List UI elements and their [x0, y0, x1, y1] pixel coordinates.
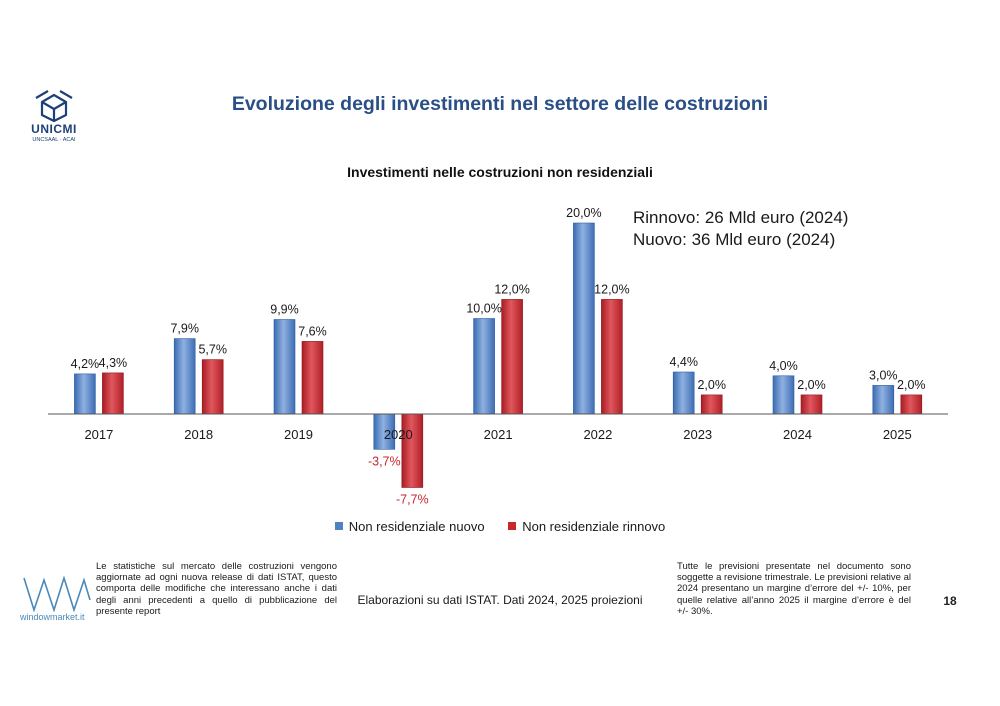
bar-rinnovo-2021 — [501, 299, 523, 415]
x-tick-label-2018: 2018 — [184, 427, 213, 442]
data-label-rinnovo-2023: 2,0% — [697, 378, 726, 392]
bar-nuovo-2023 — [672, 371, 695, 415]
logo-text: UNICMI — [31, 122, 77, 136]
legend-swatch-nuovo — [334, 522, 343, 530]
bar-rinnovo-2020 — [401, 413, 424, 488]
data-label-rinnovo-2020: -7,7% — [396, 493, 429, 507]
x-tick-label-2019: 2019 — [284, 427, 313, 442]
windowmarket-text: windowmarket.it — [20, 612, 85, 622]
legend-label-rinnovo: Non residenziale rinnovo — [522, 518, 666, 534]
x-tick-label-2020: 2020 — [384, 427, 413, 442]
windowmarket-logo — [23, 576, 91, 612]
x-tick-label-2022: 2022 — [583, 427, 612, 442]
bar-nuovo-2021 — [473, 318, 495, 415]
bar-nuovo-2024 — [772, 375, 795, 415]
bar-nuovo-2019 — [273, 319, 296, 415]
data-label-rinnovo-2025: 2,0% — [897, 378, 926, 392]
x-tick-label-2023: 2023 — [683, 427, 712, 442]
data-label-rinnovo-2024: 2,0% — [797, 378, 826, 392]
bar-rinnovo-2024 — [800, 394, 823, 415]
footer-note-left: Le statistiche sul mercato delle costruz… — [96, 561, 337, 617]
data-label-nuovo-2023: 4,4% — [669, 355, 698, 369]
bar-rinnovo-2023 — [700, 394, 723, 415]
legend-item-rinnovo: Non residenziale rinnovo — [508, 519, 665, 534]
unicmi-logo — [35, 90, 73, 122]
data-label-rinnovo-2021: 12,0% — [494, 282, 529, 296]
bar-chart: 4,2% 4,3% 2017 7,9% 5,7% 2018 9,9% 7,6% 2019 -3,7… — [48, 206, 948, 507]
data-label-nuovo-2024: 4,0% — [769, 359, 798, 373]
bar-nuovo-2022 — [573, 222, 595, 415]
bar-rinnovo-2025 — [900, 394, 923, 415]
data-label-rinnovo-2017: 4,3% — [99, 356, 128, 370]
footer-note-right: Tutte le previsioni presentate nel docum… — [677, 561, 911, 617]
data-label-nuovo-2025: 3,0% — [869, 368, 898, 382]
chart-title: Investimenti nelle costruzioni non resid… — [347, 164, 653, 180]
data-label-rinnovo-2022: 12,0% — [594, 282, 629, 296]
data-label-nuovo-2018: 7,9% — [170, 322, 199, 336]
data-label-nuovo-2017: 4,2% — [71, 357, 100, 371]
bar-rinnovo-2017 — [102, 372, 124, 415]
x-tick-label-2021: 2021 — [484, 427, 513, 442]
legend-label-nuovo: Non residenziale nuovo — [348, 518, 485, 534]
data-label-nuovo-2020: -3,7% — [368, 454, 401, 468]
source-note: Elaborazioni su dati ISTAT. Dati 2024, 2… — [357, 593, 643, 607]
data-label-nuovo-2021: 10,0% — [466, 302, 501, 316]
x-tick-label-2025: 2025 — [883, 427, 912, 442]
bar-rinnovo-2019 — [301, 341, 324, 415]
x-tick-label-2017: 2017 — [84, 427, 113, 442]
bar-rinnovo-2018 — [201, 359, 224, 415]
annotation-nuovo: Nuovo: 36 Mld euro (2024) — [633, 230, 836, 249]
bar-nuovo-2017 — [74, 373, 96, 415]
bar-nuovo-2025 — [872, 385, 895, 415]
data-label-rinnovo-2018: 5,7% — [198, 343, 227, 357]
bar-rinnovo-2022 — [601, 299, 623, 415]
data-label-nuovo-2022: 20,0% — [566, 206, 601, 220]
annotation-rinnovo: Rinnovo: 26 Mld euro (2024) — [633, 208, 849, 227]
data-label-nuovo-2019: 9,9% — [270, 303, 299, 317]
bar-nuovo-2018 — [173, 338, 196, 415]
x-tick-label-2024: 2024 — [783, 427, 812, 442]
legend-item-nuovo: Non residenziale nuovo — [334, 518, 485, 534]
logo-subtext: UNCSAAL · ACAI — [32, 137, 76, 143]
chart-annotation: Rinnovo: 26 Mld euro (2024) Nuovo: 36 Ml… — [633, 207, 848, 251]
page-number: 18 — [943, 594, 957, 608]
legend-swatch-rinnovo — [508, 522, 517, 530]
data-label-rinnovo-2019: 7,6% — [298, 324, 327, 338]
chart-legend: Non residenziale nuovo Non residenziale … — [0, 518, 1000, 534]
page-title: Evoluzione degli investimenti nel settor… — [231, 93, 769, 115]
